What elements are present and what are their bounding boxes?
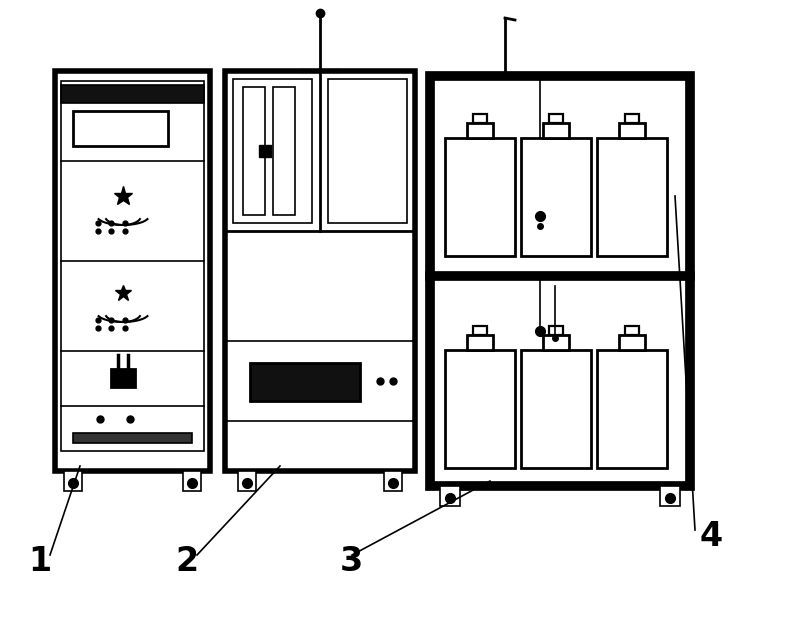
Bar — [445, 350, 515, 468]
Bar — [430, 76, 690, 486]
Bar — [55, 71, 210, 471]
Bar — [225, 71, 415, 471]
Bar — [619, 123, 646, 138]
Bar — [473, 115, 487, 123]
Bar — [183, 471, 201, 491]
Text: 2: 2 — [175, 545, 198, 578]
Bar — [521, 350, 591, 468]
Bar — [660, 486, 680, 506]
Bar — [73, 433, 192, 443]
Bar — [625, 115, 639, 123]
Bar — [597, 350, 667, 468]
Bar — [473, 326, 487, 335]
Bar — [61, 81, 204, 451]
Bar — [597, 138, 667, 256]
Bar — [64, 471, 82, 491]
Bar — [384, 471, 402, 491]
Bar — [619, 335, 646, 350]
Bar — [521, 138, 591, 256]
Bar — [467, 123, 494, 138]
Bar — [250, 363, 360, 401]
Text: 4: 4 — [700, 520, 723, 553]
Bar — [445, 138, 515, 256]
Text: 1: 1 — [28, 545, 51, 578]
Bar — [549, 326, 563, 335]
Bar — [61, 85, 204, 103]
Bar — [111, 369, 135, 386]
Bar — [543, 335, 569, 350]
Bar — [238, 471, 256, 491]
Bar — [73, 111, 168, 146]
Bar — [467, 335, 494, 350]
Bar — [543, 123, 569, 138]
Bar — [625, 326, 639, 335]
Bar — [440, 486, 460, 506]
Bar — [233, 79, 312, 223]
Bar — [243, 87, 265, 215]
Bar — [549, 115, 563, 123]
Bar — [273, 87, 295, 215]
Bar — [328, 79, 407, 223]
Text: 3: 3 — [340, 545, 363, 578]
